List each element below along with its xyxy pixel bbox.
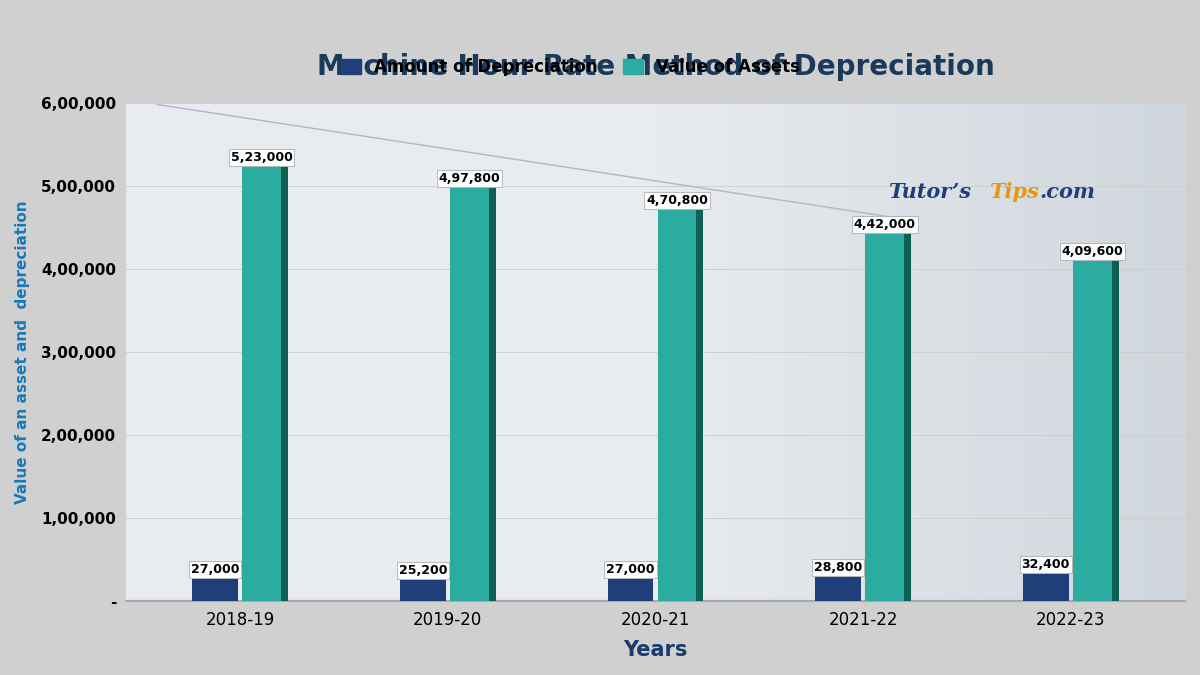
Text: .com: .com [1040, 182, 1096, 202]
Y-axis label: Value of an asset and  depreciation: Value of an asset and depreciation [16, 200, 30, 504]
Text: 4,97,800: 4,97,800 [438, 171, 500, 185]
X-axis label: Years: Years [623, 640, 688, 660]
Text: 27,000: 27,000 [606, 563, 655, 576]
Bar [658, 210, 703, 601]
Text: 4,42,000: 4,42,000 [853, 218, 916, 231]
Legend: Amount of Depreciation, Value of Assets: Amount of Depreciation, Value of Assets [335, 51, 808, 82]
Text: 32,400: 32,400 [1021, 558, 1070, 571]
Text: 4,09,600: 4,09,600 [1062, 245, 1123, 258]
Bar [192, 578, 238, 601]
Text: 28,800: 28,800 [814, 562, 863, 574]
Bar [400, 580, 445, 601]
Title: Machine Hour Rate Method of Depreciation: Machine Hour Rate Method of Depreciation [317, 53, 995, 81]
Text: Tips: Tips [989, 182, 1039, 202]
Bar [1111, 261, 1118, 601]
Bar [865, 234, 911, 601]
Bar [488, 188, 496, 601]
Text: Tutor’s: Tutor’s [888, 182, 972, 202]
Text: 25,200: 25,200 [398, 564, 448, 577]
Bar [904, 234, 911, 601]
Bar [815, 577, 862, 601]
Bar [607, 578, 654, 601]
Bar [126, 599, 1186, 610]
Bar [281, 167, 288, 601]
Text: 4,70,800: 4,70,800 [646, 194, 708, 207]
Bar [1024, 574, 1069, 601]
Text: 27,000: 27,000 [191, 563, 240, 576]
Bar [1073, 261, 1118, 601]
Bar [696, 210, 703, 601]
Text: 5,23,000: 5,23,000 [230, 151, 293, 164]
Bar [242, 167, 288, 601]
Bar [450, 188, 496, 601]
